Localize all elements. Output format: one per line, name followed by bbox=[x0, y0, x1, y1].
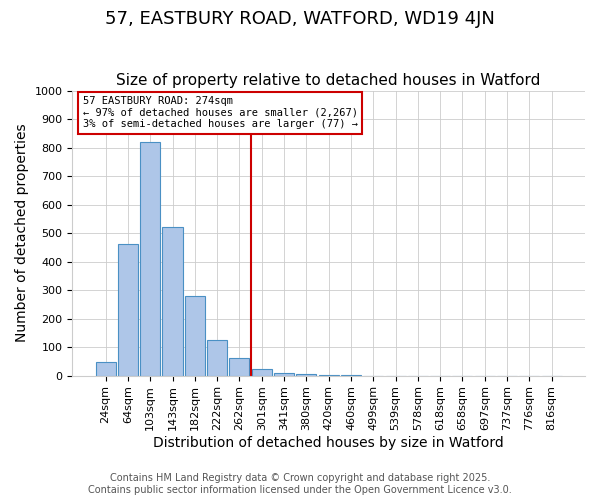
Bar bbox=[95, 362, 116, 376]
Bar bbox=[296, 374, 316, 376]
Text: 57, EASTBURY ROAD, WATFORD, WD19 4JN: 57, EASTBURY ROAD, WATFORD, WD19 4JN bbox=[105, 10, 495, 28]
Bar bbox=[163, 228, 182, 376]
Bar bbox=[140, 142, 160, 376]
X-axis label: Distribution of detached houses by size in Watford: Distribution of detached houses by size … bbox=[153, 436, 504, 450]
Bar bbox=[207, 340, 227, 376]
Bar bbox=[251, 370, 272, 376]
Bar bbox=[185, 296, 205, 376]
Title: Size of property relative to detached houses in Watford: Size of property relative to detached ho… bbox=[116, 73, 541, 88]
Y-axis label: Number of detached properties: Number of detached properties bbox=[15, 124, 29, 342]
Bar bbox=[118, 244, 138, 376]
Bar bbox=[229, 358, 250, 376]
Bar bbox=[319, 374, 338, 376]
Text: 57 EASTBURY ROAD: 274sqm
← 97% of detached houses are smaller (2,267)
3% of semi: 57 EASTBURY ROAD: 274sqm ← 97% of detach… bbox=[83, 96, 358, 130]
Text: Contains HM Land Registry data © Crown copyright and database right 2025.
Contai: Contains HM Land Registry data © Crown c… bbox=[88, 474, 512, 495]
Bar bbox=[274, 372, 294, 376]
